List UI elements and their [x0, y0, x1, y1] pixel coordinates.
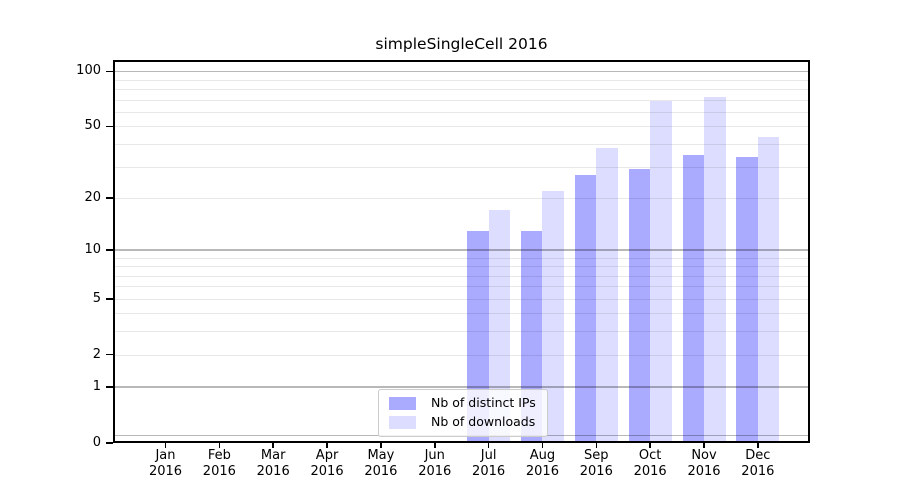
gridline-major-1	[113, 386, 810, 388]
y-tick-mark-10	[106, 249, 113, 251]
legend-label-downloads: Nb of downloads	[431, 414, 536, 429]
y-tick-mark-0	[106, 442, 113, 444]
bar-distinct-ips-nov-2016	[682, 154, 704, 443]
y-tick-label-1: 1	[92, 379, 101, 395]
x-tick-label-nov: Nov 2016	[687, 448, 721, 479]
x-tick-mark-jun	[433, 443, 436, 448]
bar-downloads-sep-2016	[596, 148, 618, 443]
x-tick-label-jan: Jan 2016	[148, 448, 183, 479]
gridline-minor-6	[113, 286, 810, 288]
bar-distinct-ips-oct-2016	[628, 169, 651, 443]
x-tick-mark-apr	[326, 443, 328, 448]
bar-downloads-oct-2016	[650, 100, 672, 443]
x-tick-mark-jan	[164, 443, 167, 448]
x-tick-mark-oct	[649, 443, 651, 448]
gridline-major-10	[113, 249, 810, 251]
axis-spine-right	[808, 60, 810, 443]
y-tick-label-5: 5	[92, 290, 101, 306]
gridline-minor-9	[113, 257, 810, 259]
bar-downloads-jul-2016	[488, 210, 511, 443]
y-tick-mark-50	[106, 125, 113, 128]
x-tick-label-dec: Dec 2016	[741, 448, 775, 479]
y-tick-label-20: 20	[84, 189, 101, 205]
x-tick-mark-jul	[487, 443, 490, 448]
legend-swatch-distinct-ips	[389, 396, 416, 410]
chart-title: simpleSingleCell 2016	[375, 35, 548, 53]
x-tick-label-feb: Feb 2016	[202, 448, 236, 479]
legend-swatch-downloads	[389, 415, 416, 429]
y-tick-mark-2	[106, 353, 113, 356]
x-tick-label-mar: Mar 2016	[256, 448, 290, 479]
bar-distinct-ips-sep-2016	[574, 174, 597, 443]
x-tick-mark-aug	[541, 443, 544, 448]
gridline-major-100	[113, 70, 810, 73]
x-tick-label-jul: Jul 2016	[472, 448, 506, 479]
y-tick-label-50: 50	[84, 118, 101, 134]
legend-item-distinct-ips: Nb of distinct IPs	[389, 396, 536, 410]
axis-spine-left	[113, 60, 115, 443]
y-tick-label-2: 2	[92, 346, 101, 362]
bar-distinct-ips-dec-2016	[736, 156, 758, 443]
gridline-minor-40	[113, 144, 810, 146]
y-tick-mark-5	[106, 297, 113, 300]
axis-spine-bottom	[113, 441, 810, 443]
bars-layer	[113, 60, 810, 443]
x-tick-mark-feb	[218, 443, 221, 448]
gridline-minor-2	[113, 354, 810, 356]
gridline-minor-50	[113, 126, 810, 128]
gridline-minor-8	[113, 266, 810, 268]
y-tick-label-0: 0	[92, 435, 101, 450]
gridline-minor-3	[113, 331, 810, 333]
gridline-minor-90	[113, 79, 810, 81]
axis-spine-top	[113, 60, 810, 62]
x-tick-label-aug: Aug 2016	[525, 448, 559, 479]
bar-downloads-nov-2016	[704, 96, 726, 443]
plot-area: Nb of distinct IPs Nb of downloads	[113, 60, 810, 443]
x-tick-label-jun: Jun 2016	[418, 448, 452, 479]
bar-downloads-dec-2016	[757, 136, 780, 443]
y-tick-mark-100	[106, 70, 113, 73]
y-tick-mark-20	[106, 197, 113, 199]
gridline-minor-20	[113, 197, 810, 199]
gridline-minor-7	[113, 275, 810, 277]
y-tick-label-10: 10	[84, 241, 101, 257]
legend-item-downloads: Nb of downloads	[389, 415, 536, 429]
legend-label-distinct-ips: Nb of distinct IPs	[431, 395, 536, 410]
x-tick-label-sep: Sep 2016	[579, 448, 613, 479]
gridline-minor-60	[113, 112, 810, 114]
gridline-minor-30	[113, 166, 810, 168]
x-tick-mark-may	[380, 443, 382, 448]
x-tick-label-may: May 2016	[364, 448, 398, 479]
gridline-minor-70	[113, 99, 810, 101]
x-tick-mark-dec	[757, 443, 759, 448]
grid-layer	[113, 60, 810, 443]
bar-downloads-aug-2016	[542, 190, 564, 443]
x-tick-label-oct: Oct 2016	[633, 448, 667, 479]
gridline-minor-80	[113, 89, 810, 91]
x-tick-label-apr: Apr 2016	[310, 448, 344, 479]
y-tick-mark-1	[106, 386, 113, 388]
y-tick-label-100: 100	[76, 63, 101, 79]
legend: Nb of distinct IPs Nb of downloads	[378, 389, 548, 437]
x-tick-mark-sep	[595, 443, 598, 448]
gridline-minor-4	[113, 313, 810, 315]
gridline-minor-5	[113, 298, 810, 300]
x-tick-mark-nov	[703, 443, 705, 448]
x-tick-mark-mar	[272, 443, 274, 448]
